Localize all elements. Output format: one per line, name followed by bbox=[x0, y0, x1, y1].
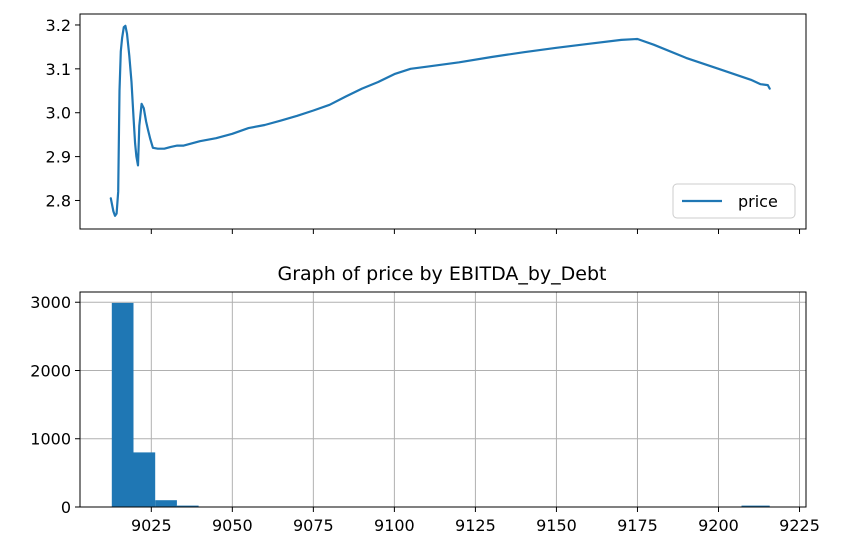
top-x-axis bbox=[150, 229, 801, 234]
y-tick-label: 3000 bbox=[30, 293, 71, 312]
histogram-bar bbox=[155, 500, 177, 507]
legend-box bbox=[672, 183, 796, 219]
bottom-x-axis: 9025 9050 9075 9100 9125 9150 9175 9200 9225 bbox=[131, 507, 820, 535]
x-tick-label: 9225 bbox=[779, 516, 820, 535]
histogram-bar bbox=[741, 505, 770, 507]
y-tick-label: 3.2 bbox=[46, 16, 71, 35]
histogram-bar bbox=[133, 452, 156, 507]
line-chart: 2.8 2.9 3.0 3.1 3.2 price bbox=[46, 13, 807, 234]
series-line-price bbox=[109, 24, 771, 217]
x-tick-label: 9200 bbox=[698, 516, 739, 535]
y-tick-label: 2000 bbox=[30, 361, 71, 380]
x-tick-label: 9125 bbox=[455, 516, 496, 535]
x-tick-label: 9175 bbox=[617, 516, 658, 535]
top-plot-frame bbox=[79, 13, 807, 230]
bottom-y-axis: 0 1000 2000 3000 bbox=[30, 293, 80, 517]
x-tick-label: 9075 bbox=[293, 516, 334, 535]
legend: price bbox=[672, 183, 796, 219]
y-tick-label: 1000 bbox=[30, 430, 71, 449]
histogram-bar bbox=[176, 505, 199, 507]
y-tick-label: 3.1 bbox=[46, 60, 71, 79]
y-tick-label: 2.8 bbox=[46, 191, 71, 210]
y-tick-label: 2.9 bbox=[46, 148, 71, 167]
y-tick-label: 0 bbox=[61, 498, 71, 517]
top-y-axis: 2.8 2.9 3.0 3.1 3.2 bbox=[46, 16, 80, 210]
x-tick-label: 9100 bbox=[374, 516, 415, 535]
histogram-bar bbox=[111, 302, 134, 507]
bar-chart: Graph of price by EBITDA_by_Debt 0 1000 20… bbox=[30, 263, 820, 535]
chart-title: Graph of price by EBITDA_by_Debt bbox=[277, 263, 606, 285]
x-tick-label: 9025 bbox=[131, 516, 172, 535]
bottom-plot-frame bbox=[79, 291, 807, 508]
bars bbox=[111, 302, 770, 507]
x-tick-label: 9150 bbox=[536, 516, 577, 535]
y-tick-label: 3.0 bbox=[46, 104, 71, 123]
legend-label-price: price bbox=[738, 192, 778, 211]
x-tick-label: 9050 bbox=[212, 516, 253, 535]
